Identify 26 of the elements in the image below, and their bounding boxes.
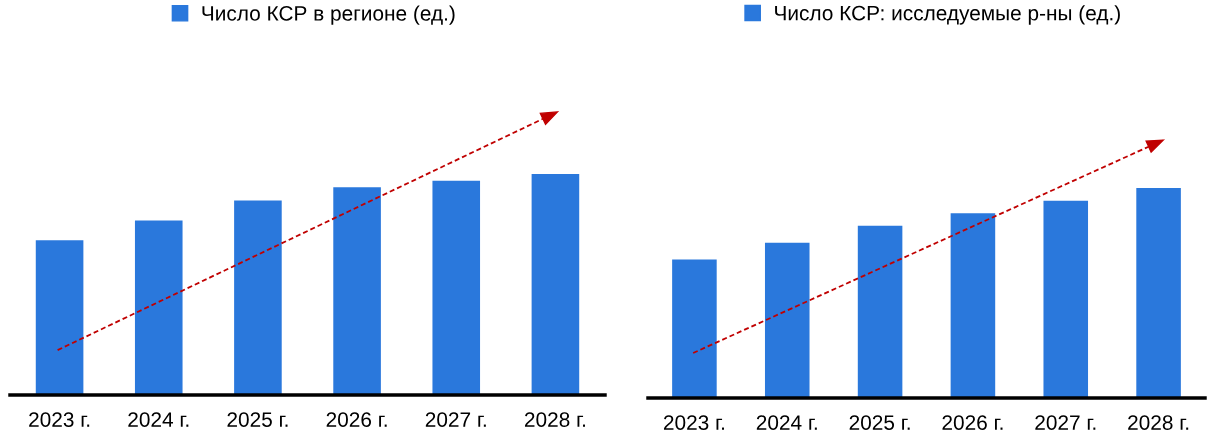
x-tick-label: 2027 г. [1035, 415, 1096, 430]
bar [672, 259, 717, 398]
x-tick-label: 2023 г. [29, 412, 90, 427]
bar [35, 240, 84, 395]
bar [134, 220, 183, 395]
x-tick-label: 2026 г. [942, 415, 1003, 430]
bar [234, 200, 282, 395]
bar [950, 213, 996, 398]
legend-label: Число КСР в регионе (ед.) [202, 5, 455, 25]
bar [1043, 200, 1089, 398]
bar [333, 187, 381, 395]
x-tick-label: 2028 г. [1128, 415, 1189, 430]
x-tick-label: 2025 г. [849, 415, 910, 430]
bar [1136, 188, 1181, 398]
bar [531, 174, 580, 395]
x-tick-label: 2023 г. [663, 415, 724, 430]
x-tick-label: 2028 г. [524, 412, 585, 427]
x-tick-label: 2026 г. [326, 412, 387, 427]
x-tick-label: 2025 г. [227, 412, 288, 427]
x-tick-label: 2024 г. [128, 412, 189, 427]
bar [432, 180, 481, 395]
x-tick-label: 2024 г. [756, 415, 817, 430]
x-tick-label: 2027 г. [425, 412, 486, 427]
legend-label: Число КСР: исследуемые р-ны (ед.) [775, 5, 1120, 25]
bar [764, 242, 810, 398]
bar [857, 225, 903, 398]
